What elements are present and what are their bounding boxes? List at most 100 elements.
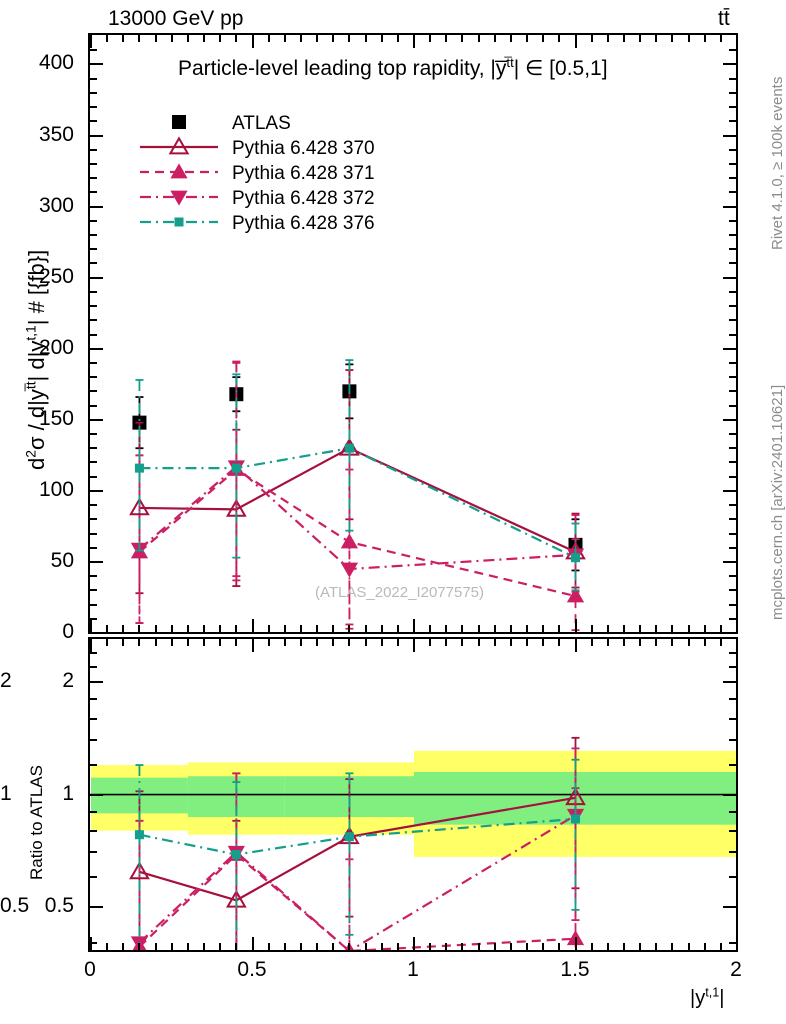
y-minor-tick (90, 518, 97, 520)
ratio-x-tick-top (494, 639, 496, 646)
y-minor-tick-right (729, 191, 736, 193)
ratio-tick-label-right-0.5: 0.5 (0, 894, 30, 917)
x-tick-top (623, 35, 625, 42)
ratio-plot-frame (88, 637, 738, 952)
ratio-x-tick-bottom (445, 943, 447, 950)
y-minor-tick (90, 447, 97, 449)
x-tick-top (445, 35, 447, 42)
y-minor-tick-right (729, 248, 736, 250)
ratio-x-tick-top (607, 639, 609, 646)
y-minor-tick (90, 163, 97, 165)
ratio-x-tick-bottom (235, 943, 237, 950)
ratio-x-tick-bottom (203, 943, 205, 950)
x-tick-top (332, 35, 334, 42)
data-point (340, 562, 359, 578)
x-tick-top (575, 35, 577, 48)
data-point (344, 443, 354, 453)
ratio-x-tick-bottom (591, 943, 593, 950)
y-minor-tick-right (729, 92, 736, 94)
y-minor-tick-right (729, 589, 736, 591)
x-tick-bottom (413, 619, 415, 632)
ratio-tick-label-0.5: 0.5 (44, 894, 74, 917)
y-major-tick (90, 561, 103, 563)
x-tick-bottom (106, 625, 108, 632)
y-major-tick-right (723, 632, 736, 634)
y-major-tick-right (723, 135, 736, 137)
x-tick-bottom (494, 625, 496, 632)
x-tick-bottom (655, 625, 657, 632)
x-tick-bottom (365, 625, 367, 632)
filled-triangle-up-icon (140, 163, 218, 179)
x-tick-top (720, 35, 722, 42)
ratio-data-point (344, 832, 354, 842)
y-tick-label-250: 250 (38, 265, 74, 288)
x-tick-top (591, 35, 593, 42)
x-tick-top (300, 35, 302, 42)
x-tick-top (494, 35, 496, 42)
x-tick-bottom (90, 619, 92, 632)
y-minor-tick-right (729, 433, 736, 435)
legend-label: ATLAS (232, 113, 291, 134)
ratio-x-tick-top (542, 639, 544, 646)
x-tick-bottom (203, 625, 205, 632)
y-major-tick (90, 348, 103, 350)
x-tick-top (219, 35, 221, 42)
y-minor-tick-right (729, 604, 736, 606)
ratio-minor-tick-right (729, 942, 736, 944)
y-minor-tick-right (729, 376, 736, 378)
y-minor-tick-right (729, 106, 736, 108)
x-tick-bottom (235, 625, 237, 632)
x-tick-bottom (623, 625, 625, 632)
ratio-x-tick-top (688, 639, 690, 646)
ratio-x-tick-top (155, 639, 157, 646)
ratio-minor-tick-right (729, 830, 736, 832)
ratio-minor-tick-right (729, 698, 736, 700)
ratio-x-tick-top (639, 639, 641, 646)
y-minor-tick (90, 220, 97, 222)
y-minor-tick (90, 575, 97, 577)
ratio-tick-label-right-2: 2 (0, 669, 12, 692)
x-tick-bottom (461, 625, 463, 632)
ratio-x-tick-bottom (284, 943, 286, 950)
x-tick-top (655, 35, 657, 42)
x-tick-bottom (252, 619, 254, 632)
ratio-minor-tick (90, 698, 97, 700)
x-tick-top (203, 35, 205, 42)
filled-square-icon (172, 115, 186, 129)
ratio-x-tick-bottom (381, 943, 383, 950)
x-tick-bottom (300, 625, 302, 632)
ratio-x-tick-top (203, 639, 205, 646)
ratio-x-tick-bottom (268, 943, 270, 950)
x-tick-bottom (138, 625, 140, 632)
ratio-x-tick-top (671, 639, 673, 646)
x-tick-bottom (332, 625, 334, 632)
x-tick-bottom (575, 619, 577, 632)
ratio-x-tick-bottom (187, 943, 189, 950)
y-major-tick (90, 135, 103, 137)
y-minor-tick (90, 177, 97, 179)
series-line (138, 465, 576, 571)
data-point (566, 587, 585, 603)
ratio-minor-tick (90, 851, 97, 853)
y-major-tick (90, 63, 103, 65)
ratio-plot-svg (90, 736, 736, 950)
y-minor-tick (90, 49, 97, 51)
series-atlas (132, 363, 583, 572)
legend-label: Pythia 6.428 372 (232, 188, 375, 209)
ratio-x-tick-top (235, 639, 237, 646)
legend-key (136, 210, 222, 235)
y-minor-tick-right (729, 305, 736, 307)
ratio-major-tick-right (723, 681, 736, 683)
y-major-tick-right (723, 490, 736, 492)
y-minor-tick (90, 248, 97, 250)
y-tick-label-300: 300 (38, 194, 74, 217)
y-major-tick (90, 632, 103, 634)
x-tick-top (510, 35, 512, 42)
y-minor-tick-right (729, 504, 736, 506)
x-tick-bottom (688, 625, 690, 632)
x-tick-top (526, 35, 528, 42)
legend-key (136, 110, 222, 135)
ratio-minor-tick-right (729, 652, 736, 654)
y-minor-tick-right (729, 362, 736, 364)
y-major-tick-right (723, 561, 736, 563)
